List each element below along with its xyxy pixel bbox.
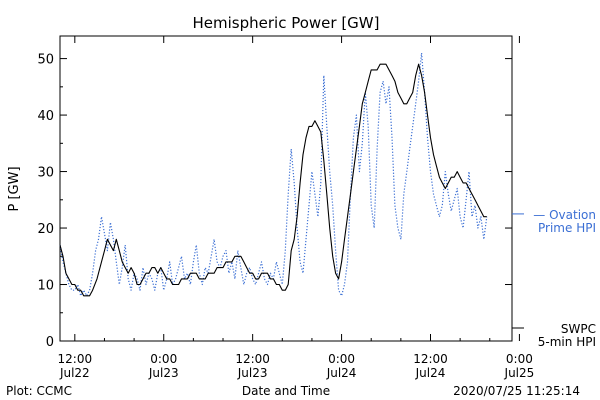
x-tick-label: 12:00 <box>235 352 270 366</box>
x-tick-date: Jul23 <box>237 366 268 380</box>
legend-entry: 5-min HPI <box>538 335 596 349</box>
y-tick-label: 0 <box>46 335 54 350</box>
x-tick-date: Jul23 <box>148 366 179 380</box>
legend-entry: Prime HPI <box>538 221 596 235</box>
tick-labels: 0102030405012:00Jul220:00Jul2312:00Jul23… <box>37 53 534 380</box>
footer-left: Plot: CCMC <box>6 384 72 398</box>
y-tick-label: 50 <box>37 53 54 68</box>
y-tick-label: 30 <box>37 166 54 181</box>
legend-entry: SWPC <box>561 322 596 336</box>
x-axis-label: Date and Time <box>242 384 330 398</box>
y-tick-label: 40 <box>37 109 54 124</box>
legend-entry: — Ovation <box>533 208 596 222</box>
plot-axes <box>59 35 520 342</box>
x-tick-label: 0:00 <box>150 352 177 366</box>
x-tick-label: 12:00 <box>58 352 93 366</box>
x-tick-date: Jul22 <box>59 366 90 380</box>
x-tick-date: Jul24 <box>326 366 357 380</box>
y-tick-label: 10 <box>37 279 54 294</box>
chart-title: Hemispheric Power [GW] <box>193 14 380 32</box>
x-tick-label: 12:00 <box>413 352 448 366</box>
ovation-prime-series <box>59 52 488 297</box>
swpc-series <box>59 63 487 297</box>
x-tick-label: 0:00 <box>328 352 355 366</box>
y-tick-label: 20 <box>37 222 54 237</box>
plot-frame <box>59 35 513 342</box>
plot-series <box>59 52 488 297</box>
footer-timestamp: 2020/07/25 11:25:14 <box>453 384 580 398</box>
x-tick-label: 0:00 <box>506 352 533 366</box>
y-axis-label: P [GW] <box>7 166 22 211</box>
x-tick-date: Jul25 <box>504 366 535 380</box>
x-tick-date: Jul24 <box>415 366 446 380</box>
